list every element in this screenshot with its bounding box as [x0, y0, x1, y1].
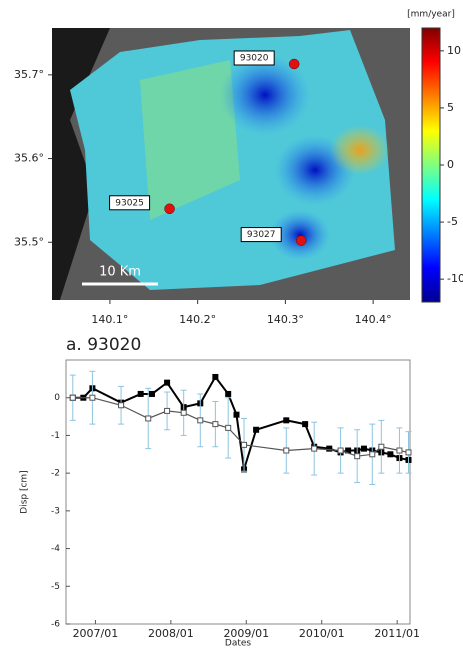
data-point	[326, 445, 333, 452]
y-tick-label: -1	[51, 431, 60, 441]
x-axis-label: Dates	[225, 639, 252, 649]
y-tick-label: 35.5°	[14, 235, 44, 248]
x-tick-label: 140.2°	[179, 313, 216, 326]
x-tick-label: 140.1°	[91, 313, 128, 326]
data-point	[253, 426, 260, 433]
x-tick-label: 140.3°	[267, 313, 304, 326]
data-point	[369, 451, 376, 458]
y-tick-label: 35.7°	[14, 68, 44, 81]
data-point	[360, 445, 367, 452]
y-tick-label: -2	[51, 469, 60, 479]
data-point	[149, 390, 155, 397]
data-point	[197, 417, 204, 424]
station-label-box	[233, 50, 275, 66]
chart-title: a. 93020	[66, 335, 141, 355]
data-point	[164, 379, 171, 386]
y-tick-label: 35.6°	[14, 152, 44, 165]
data-point	[405, 449, 412, 456]
data-point	[118, 402, 125, 409]
data-point	[137, 390, 144, 397]
station	[288, 58, 300, 70]
colorbar-tick-label: -10	[447, 272, 463, 285]
data-point	[225, 424, 232, 431]
x-tick-label: 2011/01	[374, 627, 420, 640]
data-point	[212, 373, 219, 380]
data-point	[212, 421, 219, 428]
data-point	[283, 417, 290, 424]
x-tick-label: 140.4°	[355, 313, 392, 326]
data-point	[311, 445, 318, 452]
data-point	[69, 394, 76, 401]
y-tick-label: -3	[51, 506, 60, 516]
data-point	[302, 421, 309, 428]
x-tick-label: 2010/01	[299, 627, 345, 640]
uplift-zone	[330, 125, 390, 175]
x-tick-label: 2009/01	[223, 627, 269, 640]
colorbar	[421, 27, 441, 303]
x-tick-label: 2007/01	[73, 627, 119, 640]
plot-frame	[65, 359, 411, 625]
colorbar-tick-label: 10	[447, 44, 461, 57]
data-point	[164, 407, 171, 414]
station-label: 93025	[115, 198, 144, 208]
data-point	[354, 453, 361, 460]
data-point	[89, 394, 96, 401]
colorbar-tick-label: 5	[447, 101, 454, 114]
data-point	[225, 390, 232, 397]
subsidence-zone	[220, 55, 310, 135]
data-point	[387, 451, 394, 458]
scale-label: 10 Km	[99, 265, 141, 280]
station-label: 93027	[247, 230, 276, 240]
station	[164, 203, 175, 215]
station	[295, 235, 307, 246]
station-label-box	[109, 195, 151, 211]
data-point	[337, 447, 344, 454]
data-point	[378, 443, 385, 450]
data-point	[241, 441, 248, 448]
colorbar-tick-label: 0	[447, 158, 454, 171]
data-point	[283, 447, 290, 454]
deformation-area	[140, 60, 240, 220]
x-tick-label: 2008/01	[148, 627, 194, 640]
data-point	[180, 409, 187, 416]
y-axis-label: Disp [cm]	[20, 470, 30, 513]
data-point	[396, 447, 403, 454]
colorbar-tick-label: -5	[447, 215, 458, 228]
y-tick-label: 0	[54, 393, 60, 403]
subsidence-zone	[270, 210, 330, 260]
y-tick-label: -5	[51, 582, 60, 592]
station-label: 93020	[240, 53, 269, 63]
data-point	[145, 415, 152, 422]
y-tick-label: -6	[51, 620, 60, 630]
data-point	[233, 411, 240, 418]
y-tick-label: -4	[51, 544, 60, 554]
colorbar-label: [mm/year]	[407, 10, 455, 20]
station-label-box	[240, 227, 282, 243]
sea	[52, 28, 110, 300]
